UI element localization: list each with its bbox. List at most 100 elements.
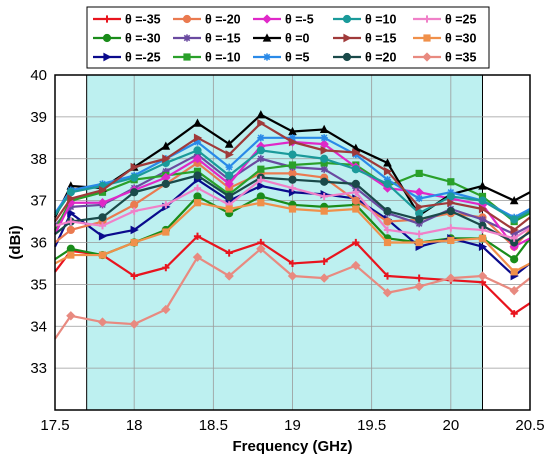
data-point xyxy=(193,146,202,155)
data-point xyxy=(414,281,424,292)
legend-item: θ =-5 xyxy=(253,13,314,27)
series-11 xyxy=(54,171,531,247)
legend-label: θ =0 xyxy=(285,32,310,46)
y-tick-label: 34 xyxy=(30,318,47,335)
data-point xyxy=(447,198,456,208)
data-point xyxy=(447,178,455,186)
series-10 xyxy=(54,118,531,235)
data-point xyxy=(263,53,271,61)
data-point xyxy=(510,225,519,235)
data-point xyxy=(193,199,202,207)
data-point xyxy=(422,52,432,62)
data-point xyxy=(351,260,361,271)
legend-item: θ =-15 xyxy=(173,32,241,46)
data-point xyxy=(66,188,75,197)
data-point xyxy=(225,150,234,159)
legend-label: θ =25 xyxy=(445,13,476,27)
y-axis-title: (dBi) xyxy=(7,225,24,259)
data-point xyxy=(103,15,111,23)
data-point xyxy=(415,230,423,238)
x-axis-title: Frequency (GHz) xyxy=(232,438,352,455)
data-point xyxy=(383,166,393,176)
data-point xyxy=(352,184,360,192)
data-point xyxy=(130,162,139,172)
data-point xyxy=(193,171,202,180)
legend-label: θ =-25 xyxy=(125,51,161,65)
data-point xyxy=(130,225,139,235)
legend-label: θ =-20 xyxy=(205,13,241,27)
legend-label: θ =15 xyxy=(365,32,396,46)
legend-label: θ =35 xyxy=(445,51,476,65)
data-point xyxy=(352,205,360,213)
data-point xyxy=(162,201,170,209)
data-point xyxy=(192,154,203,164)
data-point xyxy=(98,185,108,195)
data-point xyxy=(383,176,392,184)
data-point xyxy=(162,154,171,164)
y-tick-label: 38 xyxy=(30,151,47,168)
data-point xyxy=(67,251,75,259)
legend-label: θ =-5 xyxy=(285,13,314,27)
data-point xyxy=(352,188,360,196)
data-point xyxy=(383,206,392,216)
data-point xyxy=(257,165,265,173)
data-point xyxy=(182,14,192,24)
data-point xyxy=(98,222,107,230)
data-point xyxy=(319,139,329,149)
data-point xyxy=(510,215,519,224)
data-point xyxy=(415,238,423,247)
data-point xyxy=(423,34,431,42)
y-tick-labels: 33 34 35 36 37 38 39 40 xyxy=(30,67,47,377)
data-point xyxy=(257,118,266,128)
data-point xyxy=(320,146,329,155)
data-point xyxy=(383,238,392,247)
x-tick-labels: 17.5 18 18.5 19 19.5 20 20.5 xyxy=(40,417,544,434)
data-point xyxy=(287,271,298,281)
data-point xyxy=(383,226,392,234)
data-point xyxy=(478,204,488,214)
legend-label: θ =30 xyxy=(445,32,476,46)
data-point xyxy=(414,187,424,197)
data-point xyxy=(319,124,329,134)
data-point xyxy=(130,173,139,182)
data-point xyxy=(225,171,234,180)
data-point xyxy=(477,271,488,281)
series-3 xyxy=(54,158,531,251)
data-point xyxy=(382,288,393,298)
data-point xyxy=(343,33,352,43)
data-point xyxy=(320,192,328,201)
data-point xyxy=(446,206,455,216)
data-point xyxy=(257,199,265,207)
legend: θ =-35 θ =-30 θ =-25 θ =-20 θ =-15 θ =-10 θ =-… xyxy=(86,6,490,69)
data-point xyxy=(510,310,518,318)
y-tick-label: 37 xyxy=(30,193,47,210)
legend-label: θ =-10 xyxy=(205,51,241,65)
data-point xyxy=(509,285,519,296)
data-point xyxy=(130,188,139,197)
data-point xyxy=(193,167,202,175)
data-point xyxy=(320,177,329,186)
data-point xyxy=(351,165,360,174)
data-point xyxy=(447,236,455,245)
data-point xyxy=(129,319,139,329)
data-point xyxy=(510,230,518,238)
legend-item: θ =0 xyxy=(253,32,310,46)
data-point xyxy=(256,192,265,201)
data-point xyxy=(256,146,265,155)
data-point xyxy=(262,33,272,42)
data-point xyxy=(288,187,298,197)
data-point xyxy=(288,205,297,213)
data-point xyxy=(257,181,266,191)
data-point xyxy=(415,274,423,282)
legend-item: θ =30 xyxy=(413,32,476,46)
data-point xyxy=(320,207,328,215)
data-point xyxy=(98,251,107,259)
data-point xyxy=(225,249,233,257)
data-point xyxy=(447,188,455,196)
data-point xyxy=(478,196,487,205)
data-point xyxy=(66,244,75,253)
legend-label: θ =-30 xyxy=(125,32,161,46)
data-point xyxy=(342,52,352,62)
data-point xyxy=(478,242,488,252)
